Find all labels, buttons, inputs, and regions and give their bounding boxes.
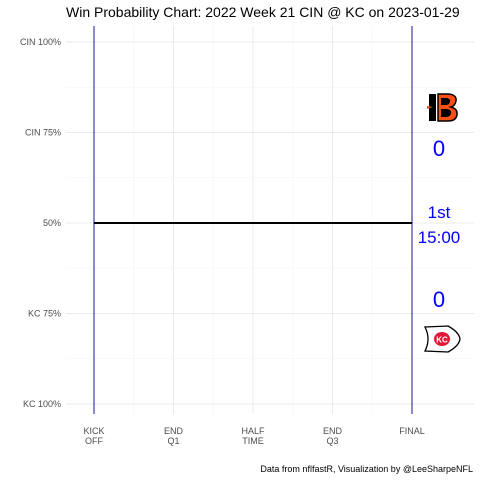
x-tick-label: END Q3: [323, 426, 343, 446]
y-tick-label: CIN 100%: [20, 37, 61, 47]
svg-text:KC: KC: [436, 336, 448, 345]
chart-title: Win Probability Chart: 2022 Week 21 CIN …: [66, 4, 460, 20]
x-tick-label-line: HALF: [241, 426, 265, 436]
x-tick-label: KICK OFF: [83, 426, 104, 446]
x-tick-label-line: Q1: [167, 436, 179, 446]
y-tick-label: KC 100%: [23, 399, 61, 409]
y-tick-label: 50%: [43, 218, 61, 228]
x-tick-label-line: KICK: [83, 426, 104, 436]
x-tick-label: HALF TIME: [241, 426, 265, 446]
x-tick-label-line: END: [323, 426, 343, 436]
chart-caption: Data from nflfastR, Visualization by @Le…: [260, 464, 473, 474]
y-tick-label: KC 75%: [28, 309, 61, 319]
x-tick-label-line: FINAL: [399, 426, 425, 436]
home-score: 0: [433, 287, 445, 312]
x-tick-label-line: OFF: [85, 436, 103, 446]
away-score: 0: [433, 136, 445, 161]
bengals-logo-icon: [427, 93, 458, 122]
game-clock-time: 15:00: [418, 228, 461, 247]
y-tick-labels: CIN 100% CIN 75% 50% KC 75% KC 100%: [20, 37, 61, 409]
y-tick-label: CIN 75%: [25, 128, 61, 138]
reference-lines: [93, 26, 413, 414]
x-tick-label-line: Q3: [326, 436, 338, 446]
x-tick-label: END Q1: [164, 426, 184, 446]
x-tick-label-line: END: [164, 426, 184, 436]
quarter-label: 1st: [428, 203, 451, 222]
x-tick-label-line: TIME: [242, 436, 264, 446]
chiefs-logo-icon: KC: [423, 325, 461, 353]
x-tick-label: FINAL: [399, 426, 425, 436]
